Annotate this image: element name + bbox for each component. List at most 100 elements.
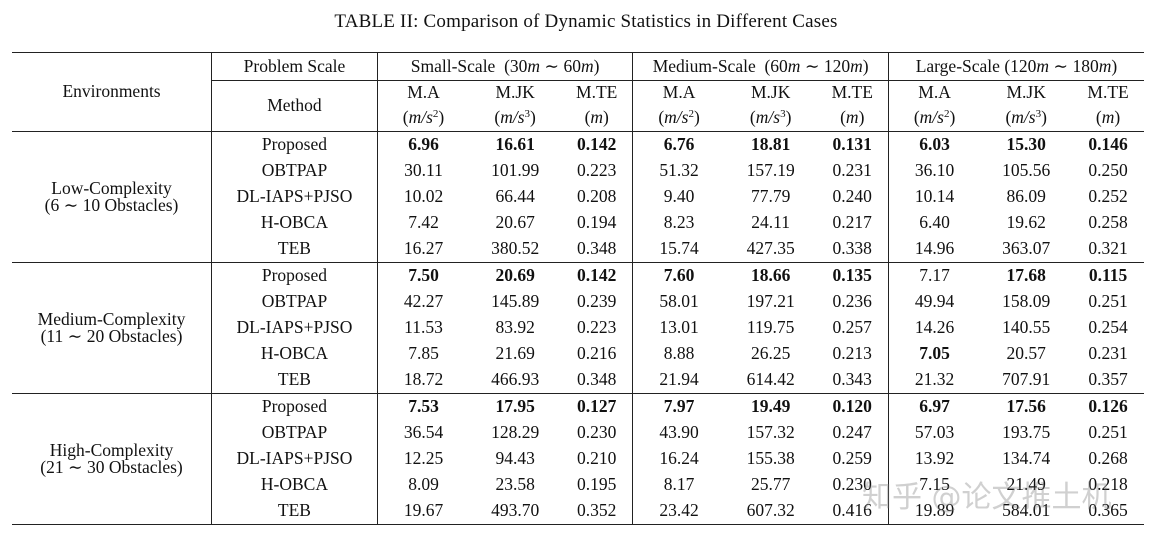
comparison-table: Environments Problem Scale Small-Scale (… [12, 52, 1144, 525]
value-cell: 18.72 [403, 369, 444, 390]
value-cell: 0.257 [816, 315, 889, 341]
value-cell: 20.67 [495, 212, 535, 233]
value-cell: 6.03 [888, 131, 981, 158]
value-cell: 19.67 [377, 498, 470, 525]
value-cell: 7.53 [377, 393, 470, 420]
value-cell: 14.96 [914, 238, 955, 259]
metric-mte-header: M.TE [561, 80, 634, 105]
value-cell: 0.343 [816, 367, 889, 394]
value-cell: 6.40 [919, 212, 950, 233]
value-cell: 23.42 [632, 498, 725, 525]
value-cell: 17.68 [980, 262, 1073, 289]
value-cell: 0.194 [561, 210, 634, 236]
value-cell: 57.03 [914, 422, 955, 443]
metric-mjk-header: M.JK [469, 80, 562, 105]
value-cell: 19.49 [724, 393, 817, 420]
value-cell: 0.268 [1088, 448, 1128, 469]
value-cell: 0.142 [561, 262, 634, 289]
value-cell: 6.97 [888, 393, 981, 420]
value-cell: 607.32 [724, 498, 817, 525]
value-cell: 20.57 [1006, 343, 1046, 364]
value-cell: 13.01 [659, 317, 699, 338]
value-cell: 0.230 [816, 472, 889, 498]
metric-mjk-header: M.JK [980, 80, 1073, 105]
table-row: Low-Complexity (6 ∼ 10 Obstacles) Proposed… [12, 131, 1144, 263]
environment-name: Low-Complexity [51, 177, 172, 198]
unit-mjk: (m/s3) [980, 105, 1073, 132]
value-cell: 0.251 [1088, 291, 1128, 312]
method-cell: Proposed [211, 262, 378, 289]
method-cell: OBTPAP [211, 289, 378, 315]
header-row-units: (m/s2) (m/s3) (m) (m/s2) (m/s3) (m) (m/s… [12, 105, 1144, 132]
value-cell: 157.19 [746, 160, 795, 181]
value-cell: 16.27 [403, 238, 444, 259]
method-cell: TEB [211, 367, 378, 394]
table-caption: TABLE II: Comparison of Dynamic Statisti… [334, 11, 838, 32]
value-cell: 0.213 [816, 341, 889, 367]
environment-label: High-Complexity (21 ∼ 30 Obstacles) [12, 393, 213, 525]
unit-mte: (m) [816, 105, 889, 132]
method-cell: DL-IAPS+PJSO [211, 315, 378, 341]
method-cell: OBTPAP [211, 420, 378, 446]
value-cell: 17.56 [980, 393, 1073, 420]
scale-name: Small-Scale [410, 55, 496, 76]
unit-mte: (m) [1072, 105, 1144, 132]
table-row: DL-IAPS+PJSO 11.53 83.92 0.223 13.01 119.75 0.… [12, 315, 1144, 341]
value-cell: 0.416 [816, 498, 889, 525]
value-cell: 707.91 [1002, 369, 1051, 390]
value-cell: 0.131 [816, 131, 889, 158]
value-cell: 0.230 [561, 420, 634, 446]
value-cell: 21.94 [659, 369, 699, 390]
table-row: High-Complexity (21 ∼ 30 Obstacles) Propos… [12, 393, 1144, 525]
value-cell: 19.89 [888, 498, 981, 525]
unit-mjk: (m/s3) [469, 105, 562, 132]
value-cell: 157.32 [746, 422, 795, 443]
table-row: OBTPAP 36.54 128.29 0.230 43.90 157.32 0.247 57… [12, 420, 1144, 446]
scale-name: Medium-Scale [652, 55, 756, 76]
method-cell: TEB [211, 498, 378, 525]
value-cell: 0.338 [816, 236, 889, 263]
value-cell: 8.88 [663, 343, 695, 364]
value-cell: 145.89 [491, 291, 540, 312]
value-cell: 16.24 [659, 448, 699, 469]
value-cell: 134.74 [1002, 448, 1051, 469]
value-cell: 427.35 [746, 238, 795, 259]
value-cell: 0.239 [561, 289, 634, 315]
value-cell: 493.70 [469, 498, 562, 525]
value-cell: 7.15 [919, 474, 950, 495]
value-cell: 0.146 [1072, 131, 1144, 158]
value-cell: 8.17 [663, 474, 695, 495]
environment-label: Low-Complexity (6 ∼ 10 Obstacles) [12, 131, 213, 263]
value-cell: 15.30 [980, 131, 1073, 158]
value-cell: 0.120 [816, 393, 889, 420]
value-cell: 30.11 [404, 160, 443, 181]
value-cell: 363.07 [1002, 238, 1051, 259]
value-cell: 193.75 [1002, 422, 1051, 443]
table-row: TEB 16.27 380.52 0.348 15.74 427.35 0.338 14.96… [12, 236, 1144, 263]
method-cell: DL-IAPS+PJSO [211, 446, 378, 472]
value-cell: 0.217 [816, 210, 889, 236]
value-cell: 0.365 [1072, 498, 1144, 525]
unit-mte: (m) [561, 105, 634, 132]
value-cell: 86.09 [1006, 186, 1046, 207]
table-row: TEB 18.72 466.93 0.348 21.94 614.42 0.343 21.32… [12, 367, 1144, 394]
value-cell: 11.53 [404, 317, 443, 338]
value-cell: 0.127 [561, 393, 634, 420]
value-cell: 51.32 [659, 160, 699, 181]
value-cell: 0.195 [561, 472, 634, 498]
value-cell: 105.56 [1002, 160, 1051, 181]
value-cell: 0.135 [816, 262, 889, 289]
table-row: OBTPAP 30.11 101.99 0.223 51.32 157.19 0.231 36… [12, 158, 1144, 184]
value-cell: 83.92 [495, 317, 535, 338]
value-cell: 36.10 [914, 160, 955, 181]
method-cell: OBTPAP [211, 158, 378, 184]
metric-mte-header: M.TE [1072, 80, 1144, 105]
value-cell: 0.210 [561, 446, 634, 472]
value-cell: 158.09 [1002, 291, 1051, 312]
value-cell: 7.97 [632, 393, 725, 420]
value-cell: 614.42 [746, 369, 795, 390]
value-cell: 0.251 [1088, 422, 1128, 443]
unit-ma: (m/s2) [377, 105, 470, 132]
unit-ma: (m/s2) [888, 105, 981, 132]
value-cell: 119.75 [746, 317, 795, 338]
